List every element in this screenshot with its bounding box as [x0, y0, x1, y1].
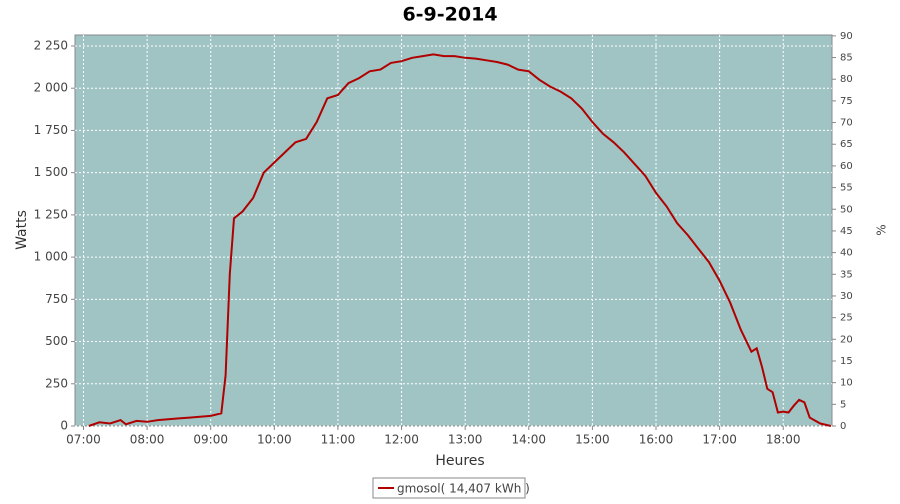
y2-tick-label: 15 — [840, 356, 853, 367]
x-tick-label: 11:00 — [321, 433, 356, 447]
y2-tick-label: 60 — [840, 161, 853, 172]
y2-tick-label: 90 — [840, 31, 853, 42]
y2-tick-label: 70 — [840, 118, 853, 129]
y2-tick-label: 75 — [840, 96, 853, 107]
y2-tick-label: 35 — [840, 269, 853, 280]
x-axis-label: Heures — [435, 453, 484, 469]
y2-tick-label: 5 — [840, 399, 846, 410]
x-tick-label: 14:00 — [511, 433, 546, 447]
y2-tick-label: 0 — [840, 421, 846, 432]
x-tick-label: 15:00 — [575, 433, 610, 447]
x-tick-label: 13:00 — [448, 433, 483, 447]
y-tick-label: 1 500 — [34, 165, 68, 179]
chart-title: 6-9-2014 — [402, 4, 497, 26]
y2-tick-label: 45 — [840, 226, 853, 237]
y-tick-label: 2 250 — [34, 38, 68, 52]
y-tick-label: 500 — [45, 334, 68, 348]
y-axis-label: Watts — [14, 210, 30, 250]
x-tick-label: 18:00 — [766, 433, 801, 447]
y2-tick-label: 30 — [840, 291, 853, 302]
y2-tick-label: 55 — [840, 183, 853, 194]
plot-area — [74, 34, 833, 427]
y2-tick-label: 50 — [840, 204, 853, 215]
x-tick-label: 10:00 — [257, 433, 292, 447]
y-tick-label: 2 000 — [34, 81, 68, 95]
legend-label: gmosol( 14,407 kWh ) — [397, 482, 530, 496]
y2-tick-label: 40 — [840, 248, 853, 259]
x-tick-label: 12:00 — [384, 433, 419, 447]
x-tick-label: 09:00 — [193, 433, 228, 447]
y2-axis-label: % — [875, 224, 889, 235]
y-tick-label: 1 750 — [34, 123, 68, 137]
y-tick-label: 1 250 — [34, 207, 68, 221]
y2-tick-label: 65 — [840, 139, 853, 150]
y-tick-label: 750 — [45, 292, 68, 306]
y-tick-label: 0 — [60, 419, 68, 433]
y-tick-label: 1 000 — [34, 250, 68, 264]
x-tick-label: 16:00 — [639, 433, 674, 447]
legend — [372, 477, 526, 499]
x-tick-label: 07:00 — [66, 433, 101, 447]
y2-tick-label: 25 — [840, 313, 853, 324]
y2-tick-label: 10 — [840, 378, 853, 389]
series-line — [88, 53, 832, 427]
y2-tick-label: 20 — [840, 334, 853, 345]
y-tick-label: 250 — [45, 376, 68, 390]
x-tick-label: 08:00 — [130, 433, 165, 447]
y2-tick-label: 85 — [840, 53, 853, 64]
y2-tick-label: 80 — [840, 74, 853, 85]
x-tick-label: 17:00 — [702, 433, 737, 447]
